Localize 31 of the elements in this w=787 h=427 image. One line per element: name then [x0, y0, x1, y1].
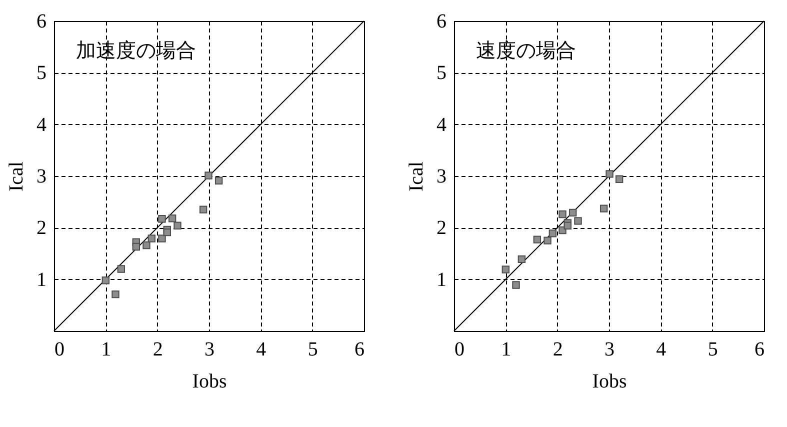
y-tick-label: 4 [436, 114, 446, 136]
x-tick-label: 0 [54, 338, 64, 360]
x-axis-title: Iobs [192, 370, 227, 392]
x-tick-label: 2 [152, 338, 163, 360]
y-tick-label: 1 [436, 268, 446, 291]
y-tick-label: 5 [436, 62, 446, 84]
annotation: 速度の場合 [476, 38, 576, 62]
y-tick-label: 4 [36, 114, 46, 136]
y-tick-label: 6 [436, 10, 446, 32]
x-tick-label: 3 [204, 338, 214, 360]
x-tick-label: 4 [256, 338, 266, 360]
y-axis-title: Ical [6, 161, 28, 192]
y-tick-label: 2 [36, 217, 46, 240]
y-tick-label: 2 [436, 217, 446, 240]
y-tick-label: 3 [436, 166, 446, 188]
x-tick-label: 6 [754, 338, 764, 360]
y-tick-label: 5 [36, 62, 46, 84]
x-tick-label: 0 [454, 338, 464, 360]
x-tick-label: 4 [656, 338, 666, 360]
x-tick-label: 1 [101, 338, 112, 360]
y-axis-title: Ical [406, 161, 428, 192]
x-tick-label: 3 [604, 338, 614, 360]
x-tick-label: 6 [354, 338, 364, 360]
x-tick-label: 5 [708, 338, 718, 360]
y-tick-label: 1 [36, 268, 46, 291]
x-axis-title: Iobs [592, 370, 627, 392]
x-tick-label: 1 [501, 338, 512, 360]
y-tick-label: 6 [36, 10, 46, 32]
x-tick-label: 2 [552, 338, 563, 360]
x-tick-label: 5 [308, 338, 318, 360]
y-tick-label: 3 [36, 166, 46, 188]
